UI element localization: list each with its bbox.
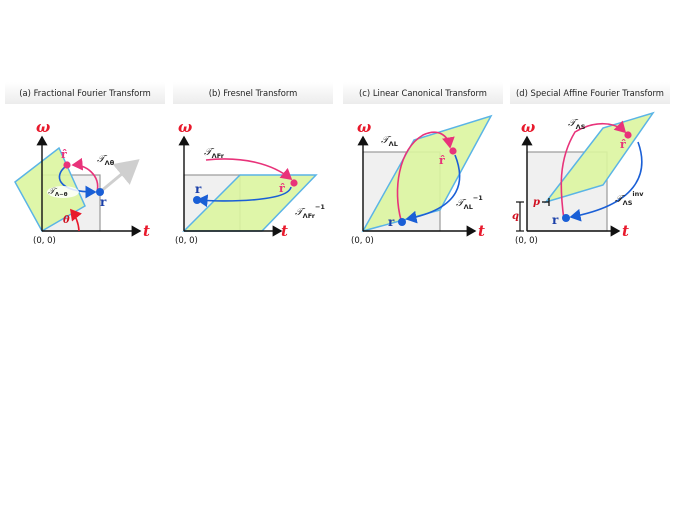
rhat-label: r̂ [620, 138, 626, 151]
omega-axis-label: ω [357, 118, 371, 136]
rotated-axis-arrow [99, 159, 140, 194]
point-rhat [63, 161, 71, 169]
p-offset-label: p [533, 197, 540, 208]
panel-title: (b) Fresnel Transform [173, 82, 333, 104]
rhat-label: r̂ [439, 154, 445, 167]
panel-title: (c) Linear Canonical Transform [343, 82, 503, 104]
t-axis-label: t [143, 222, 150, 240]
diagram-special-affine-fourier: ω t (0, 0) p q r r̂ 𝒯ΛS 𝒯ΛSinv [512, 111, 655, 246]
panel-fractional-fourier: (a) Fractional Fourier Transform ω t (0,… [5, 80, 165, 250]
panel-fresnel: (b) Fresnel Transform ω t (0, 0) r r̂ 𝒯Λ… [173, 80, 333, 250]
point-r [96, 188, 104, 196]
t-axis-label: t [622, 222, 629, 240]
inverse-arrow [405, 154, 461, 224]
point-r [398, 218, 406, 226]
inverse-transform-label: 𝒯Λ−θ [48, 187, 68, 198]
forward-arrow [205, 158, 293, 181]
origin-label: (0, 0) [33, 236, 56, 246]
angle-arc [70, 208, 82, 232]
forward-transform-label: 𝒯Λθ [97, 154, 115, 167]
omega-axis-label: ω [178, 118, 192, 136]
origin-label: (0, 0) [515, 236, 538, 246]
panel-title: (d) Special Affine Fourier Transform [510, 82, 670, 104]
point-r [562, 214, 570, 222]
panel-title: (a) Fractional Fourier Transform [5, 82, 165, 104]
omega-axis-label: ω [521, 118, 535, 136]
r-label: r [552, 213, 559, 227]
inverse-arrow [58, 166, 97, 199]
t-axis-label: t [281, 222, 288, 240]
inverse-transform-label: 𝒯ΛSinv [615, 190, 644, 207]
panel-special-affine-fourier: (d) Special Affine Fourier Transform ω t… [510, 80, 670, 250]
diagram-fractional-fourier: ω t (0, 0) θ r r̂ 𝒯Λθ 𝒯Λ−θ [14, 118, 150, 246]
forward-transform-label: 𝒯ΛL [381, 135, 398, 148]
inverse-transform-label: 𝒯ΛFr−1 [295, 203, 325, 220]
panel-linear-canonical: (c) Linear Canonical Transform ω t (0, 0… [343, 80, 503, 250]
point-r [193, 196, 201, 204]
origin-label: (0, 0) [175, 236, 198, 246]
inverse-arrow [196, 186, 292, 208]
point-rhat [449, 147, 457, 155]
r-label: r [388, 215, 395, 229]
point-rhat [624, 131, 632, 139]
forward-transform-label: 𝒯ΛFr [204, 147, 225, 160]
q-offset-label: q [512, 211, 519, 222]
diagram-linear-canonical: ω t (0, 0) r r̂ 𝒯ΛL 𝒯ΛL−1 [351, 114, 493, 246]
diagram-fresnel: ω t (0, 0) r r̂ 𝒯ΛFr 𝒯ΛFr−1 [175, 118, 325, 246]
forward-arrow [560, 120, 627, 221]
origin-label: (0, 0) [351, 236, 374, 246]
omega-axis-label: ω [36, 118, 50, 136]
inverse-label-backdrop [47, 186, 79, 198]
inverse-arrow [569, 141, 643, 222]
inverse-transform-label: 𝒯ΛL−1 [456, 194, 483, 211]
point-rhat [290, 179, 298, 187]
r-label: r [195, 182, 202, 196]
rhat-label: r̂ [279, 182, 285, 195]
r-label: r [100, 195, 107, 209]
t-axis-label: t [478, 222, 485, 240]
forward-arrow [396, 131, 455, 221]
forward-arrow [71, 157, 99, 193]
rhat-label: r̂ [61, 148, 67, 161]
forward-transform-label: 𝒯ΛS [568, 118, 586, 131]
theta-label: θ [63, 215, 70, 226]
